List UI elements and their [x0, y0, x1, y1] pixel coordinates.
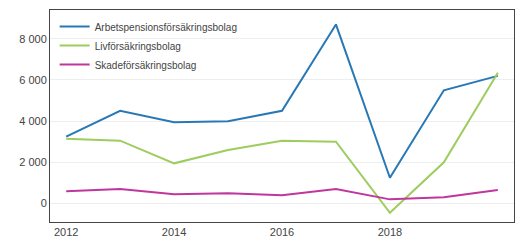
svg-text:Arbetspensionsförsäkringsbolag: Arbetspensionsförsäkringsbolag [95, 22, 237, 33]
svg-text:2 000: 2 000 [19, 156, 47, 168]
svg-text:6 000: 6 000 [19, 74, 47, 86]
svg-text:4 000: 4 000 [19, 115, 47, 127]
svg-text:2012: 2012 [54, 226, 78, 238]
svg-text:2016: 2016 [270, 226, 294, 238]
svg-text:2018: 2018 [378, 226, 402, 238]
svg-text:Skadeförsäkringsbolag: Skadeförsäkringsbolag [95, 60, 197, 71]
svg-text:0: 0 [41, 197, 47, 209]
svg-text:Livförsäkringsbolag: Livförsäkringsbolag [95, 41, 181, 52]
svg-text:2014: 2014 [162, 226, 186, 238]
svg-text:8 000: 8 000 [19, 33, 47, 45]
